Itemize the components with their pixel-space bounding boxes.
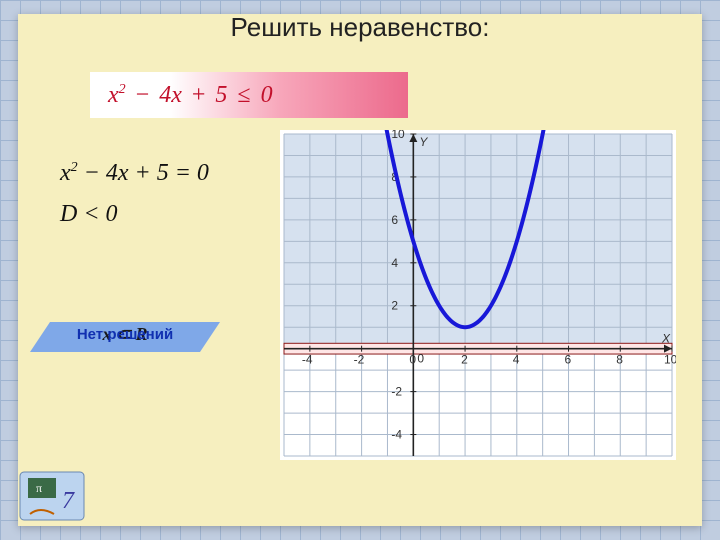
svg-text:7: 7 xyxy=(62,488,75,514)
svg-text:2: 2 xyxy=(461,353,468,367)
svg-text:-2: -2 xyxy=(391,385,402,399)
equation-line: x2 − 4x + 5 = 0 xyxy=(60,160,209,187)
svg-text:0: 0 xyxy=(409,353,416,367)
math-corner-icon: π 7 xyxy=(18,466,88,526)
equation-stack: x2 − 4x + 5 = 0 D < 0 xyxy=(60,160,209,242)
svg-text:-4: -4 xyxy=(302,353,313,367)
svg-text:6: 6 xyxy=(565,353,572,367)
svg-text:4: 4 xyxy=(513,353,520,367)
discriminant-line: D < 0 xyxy=(60,201,209,228)
svg-text:-2: -2 xyxy=(354,353,365,367)
svg-text:X: X xyxy=(661,332,671,346)
svg-text:4: 4 xyxy=(391,256,398,270)
svg-text:π: π xyxy=(36,481,42,495)
svg-text:8: 8 xyxy=(616,353,623,367)
answer-no-solutions: Нет решений xyxy=(30,326,220,343)
answer-region: x ⊂ R Нет решений xyxy=(30,322,220,352)
parabola-chart: XY-4-20246810-4-22468100 xyxy=(280,130,676,460)
inequality-text: x2 − 4x + 5 ≤ 0 xyxy=(108,82,273,109)
svg-text:0: 0 xyxy=(417,352,424,366)
svg-text:2: 2 xyxy=(391,299,398,313)
svg-text:10: 10 xyxy=(664,353,676,367)
svg-text:-4: -4 xyxy=(391,428,402,442)
svg-text:6: 6 xyxy=(391,213,398,227)
svg-text:10: 10 xyxy=(391,130,405,141)
svg-text:Y: Y xyxy=(419,135,428,149)
slide-title: Решить неравенство: xyxy=(0,12,720,43)
inequality-box: x2 − 4x + 5 ≤ 0 xyxy=(90,72,408,118)
